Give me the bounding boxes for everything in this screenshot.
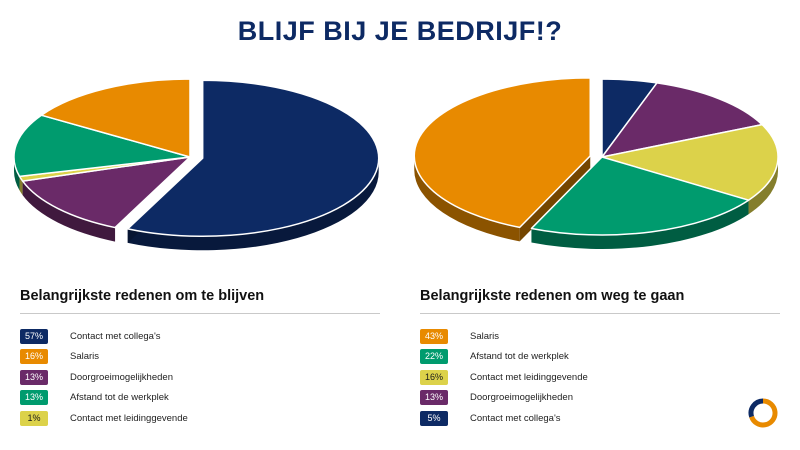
chart-title-stay: Belangrijkste redenen om te blijven [20, 288, 380, 314]
legend-item: 57% Contact met collega's [20, 326, 380, 347]
legend-label: Afstand tot de werkplek [70, 392, 169, 404]
legend-leave: 43% Salaris 22% Afstand tot de werkplek 16% C… [420, 326, 780, 429]
legend-value-badge: 22% [420, 349, 448, 365]
legend-label: Doorgroeimogelijkheden [470, 392, 573, 404]
legend-label: Contact met collega's [70, 330, 161, 342]
pie-slice-side [14, 157, 20, 191]
chart-title-leave: Belangrijkste redenen om weg te gaan [420, 288, 780, 314]
pie-slice-side [127, 158, 379, 251]
pie-slice [601, 82, 763, 158]
pie-slice [413, 77, 592, 229]
pie-slice [13, 114, 191, 178]
pie-chart-leave [413, 77, 779, 250]
legend-item: 16% Contact met leidinggevende [420, 367, 780, 388]
pie-charts [13, 77, 779, 251]
legend-value-badge: 13% [20, 390, 48, 406]
pie-slice [127, 79, 380, 238]
pie-slice [40, 78, 191, 158]
legend-value-badge: 57% [20, 328, 48, 344]
legend-panel-leave: Belangrijkste redenen om weg te gaan 43%… [420, 288, 780, 429]
pie-slice-side [22, 181, 116, 242]
legend-value-badge: 1% [20, 410, 48, 426]
legend-item: 13% Doorgroeimogelijkheden [420, 388, 780, 409]
pie-chart-stay [13, 78, 380, 251]
legend-label: Contact met collega's [470, 412, 561, 424]
pie-slice-side [748, 157, 778, 215]
pie-slice [601, 123, 779, 201]
legend-value-badge: 16% [20, 349, 48, 365]
legend-label: Afstand tot de werkplek [470, 351, 569, 363]
pie-slice-side [531, 200, 749, 250]
legend-value-badge: 13% [420, 390, 448, 406]
legend-label: Salaris [470, 330, 500, 342]
legend-item: 43% Salaris [420, 326, 780, 347]
legend-label: Contact met leidinggevende [70, 412, 188, 424]
pie-slice-side [414, 155, 520, 242]
ring-logo-icon [748, 398, 778, 428]
legend-label: Contact met leidinggevende [470, 371, 588, 383]
legend-item: 16% Salaris [20, 347, 380, 368]
legend-item: 22% Afstand tot de werkplek [420, 347, 780, 368]
page-title: BLIJF BIJ JE BEDRIJF!? [237, 16, 563, 46]
legend-item: 1% Contact met leidinggevende [20, 408, 380, 429]
legend-label: Doorgroeimogelijkheden [70, 371, 173, 383]
legend-item: 5% Contact met collega's [420, 408, 780, 429]
pie-slice [21, 156, 191, 229]
legend-value-badge: 16% [420, 369, 448, 385]
legend-item: 13% Afstand tot de werkplek [20, 388, 380, 409]
pie-slice [530, 156, 750, 236]
legend-value-badge: 5% [420, 410, 448, 426]
legend-value-badge: 43% [420, 328, 448, 344]
pie-slice-cut [519, 155, 591, 242]
legend-label: Salaris [70, 351, 100, 363]
legend-value-badge: 13% [20, 369, 48, 385]
legend-item: 13% Doorgroeimogelijkheden [20, 367, 380, 388]
legend-stay: 57% Contact met collega's 16% Salaris 13% Doo… [20, 326, 380, 429]
legend-panel-stay: Belangrijkste redenen om te blijven 57% C… [20, 288, 380, 429]
